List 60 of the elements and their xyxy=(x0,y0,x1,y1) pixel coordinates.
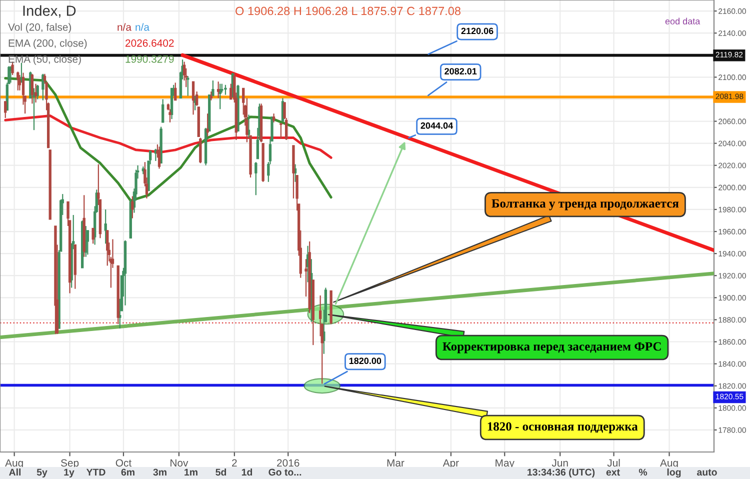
candlestick xyxy=(131,196,134,219)
x-tick-label: May xyxy=(496,459,514,469)
text: All xyxy=(9,468,21,476)
text: 1y xyxy=(64,468,74,478)
candlestick xyxy=(11,61,14,76)
text: YTD xyxy=(86,468,106,476)
text: ext xyxy=(606,469,620,476)
text: 5y xyxy=(36,468,48,478)
candlestick xyxy=(162,98,164,123)
annotation: n/a xyxy=(136,23,150,31)
x-tick-label: Jul xyxy=(607,458,620,467)
chart-title: Index, D xyxy=(23,5,76,18)
candlestick xyxy=(86,230,90,256)
text: 1m xyxy=(184,468,198,476)
x-tick-label: Mar xyxy=(387,459,404,467)
candlestick xyxy=(16,71,20,91)
annotation: Корректировка перед заседанием ФРС xyxy=(442,342,661,354)
text: auto xyxy=(697,469,717,476)
candlestick xyxy=(216,81,220,99)
text: 3m xyxy=(153,468,166,476)
candlestick xyxy=(280,122,282,140)
candlestick xyxy=(224,84,227,96)
annotation: 1820.00 xyxy=(349,358,382,364)
annotation: EMA (50, close) xyxy=(8,55,81,65)
annotation: 1990.3279 xyxy=(126,55,174,63)
annotation: Vol (20, false) xyxy=(8,23,72,33)
candlestick xyxy=(92,228,94,244)
annotation: 1820 - основная поддержка xyxy=(488,422,638,434)
candlestick xyxy=(104,208,107,244)
candlestick xyxy=(254,162,258,196)
x-tick-label: Apr xyxy=(442,459,459,469)
x-tick-label: Nov xyxy=(170,459,188,467)
annotation: EMA (200, close) xyxy=(8,39,87,49)
text: Go to... xyxy=(268,468,302,476)
annotation: Болтанка у тренда продолжается xyxy=(492,199,679,210)
annotation: 2082.01 xyxy=(444,68,477,74)
annotation: 2026.6402 xyxy=(126,39,174,47)
candlestick xyxy=(206,112,209,138)
annotation: 2044.04 xyxy=(420,122,454,129)
text: % xyxy=(638,468,648,476)
annotation: 2120.06 xyxy=(461,28,494,34)
x-tick-label: Oct xyxy=(116,459,132,467)
annotation: O 1906.28 H 1906.28 L 1875.97 C 1877.08 xyxy=(236,6,460,16)
text: 13:34:36 (UTC) xyxy=(528,468,595,478)
text: log xyxy=(667,468,681,478)
x-tick-label: Jun xyxy=(552,459,568,467)
candlestick xyxy=(36,84,39,100)
candlestick xyxy=(158,146,161,170)
text: 6m xyxy=(121,468,134,476)
text: 5d xyxy=(216,468,226,476)
candlestick xyxy=(18,74,22,91)
x-tick-label: Sep xyxy=(60,459,79,469)
text: 1d xyxy=(242,468,252,476)
x-tick-label: 2016 xyxy=(277,459,300,467)
candlestick xyxy=(30,73,34,104)
candlestick xyxy=(192,81,195,116)
annotation: eod data xyxy=(665,18,700,24)
annotation: n/a xyxy=(118,23,132,31)
candlestick xyxy=(4,100,7,119)
x-tick-label: 2 xyxy=(232,459,237,466)
